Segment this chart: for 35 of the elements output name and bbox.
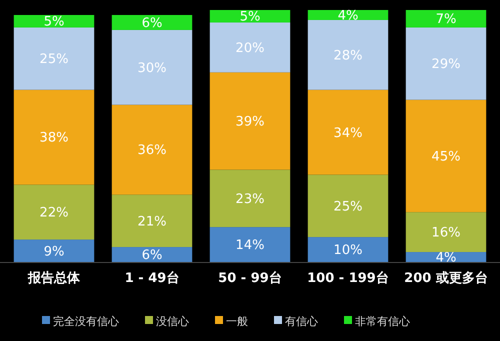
data-label: 7% (436, 12, 456, 28)
data-label: 9% (44, 244, 64, 260)
data-label: 30% (138, 60, 166, 76)
data-label: 4% (436, 250, 456, 266)
data-label: 36% (138, 143, 166, 158)
data-label: 23% (236, 192, 264, 207)
data-label: 6% (142, 16, 162, 31)
data-label: 25% (40, 52, 68, 68)
data-label: 39% (236, 114, 264, 130)
legend-label: 非常有信心 (355, 315, 410, 328)
legend-label: 完全没有信心 (53, 315, 119, 328)
x-tick-label: 报告总体 (27, 270, 81, 286)
legend-label: 一般 (226, 315, 248, 328)
data-label: 22% (40, 206, 68, 221)
data-label: 29% (432, 57, 460, 72)
data-label: 14% (236, 238, 264, 254)
legend-label: 没信心 (156, 315, 189, 328)
data-label: 38% (40, 130, 68, 146)
data-label: 45% (432, 149, 460, 164)
data-label: 21% (138, 214, 166, 230)
data-label: 16% (432, 226, 460, 241)
data-label: 34% (334, 126, 362, 141)
data-label: 5% (44, 14, 64, 30)
x-tick-label: 200 或更多台 (404, 270, 488, 286)
data-label: 6% (142, 248, 162, 264)
x-tick-label: 50 - 99台 (218, 270, 282, 286)
data-label: 10% (334, 243, 362, 258)
data-label: 4% (338, 8, 358, 24)
legend-label: 有信心 (285, 315, 318, 328)
x-tick-label: 1 - 49台 (124, 270, 180, 286)
data-label: 5% (240, 10, 260, 25)
x-tick-label: 100 - 199台 (307, 270, 389, 286)
data-label: 25% (334, 199, 362, 214)
data-label: 28% (334, 48, 362, 64)
data-label: 20% (236, 40, 264, 56)
